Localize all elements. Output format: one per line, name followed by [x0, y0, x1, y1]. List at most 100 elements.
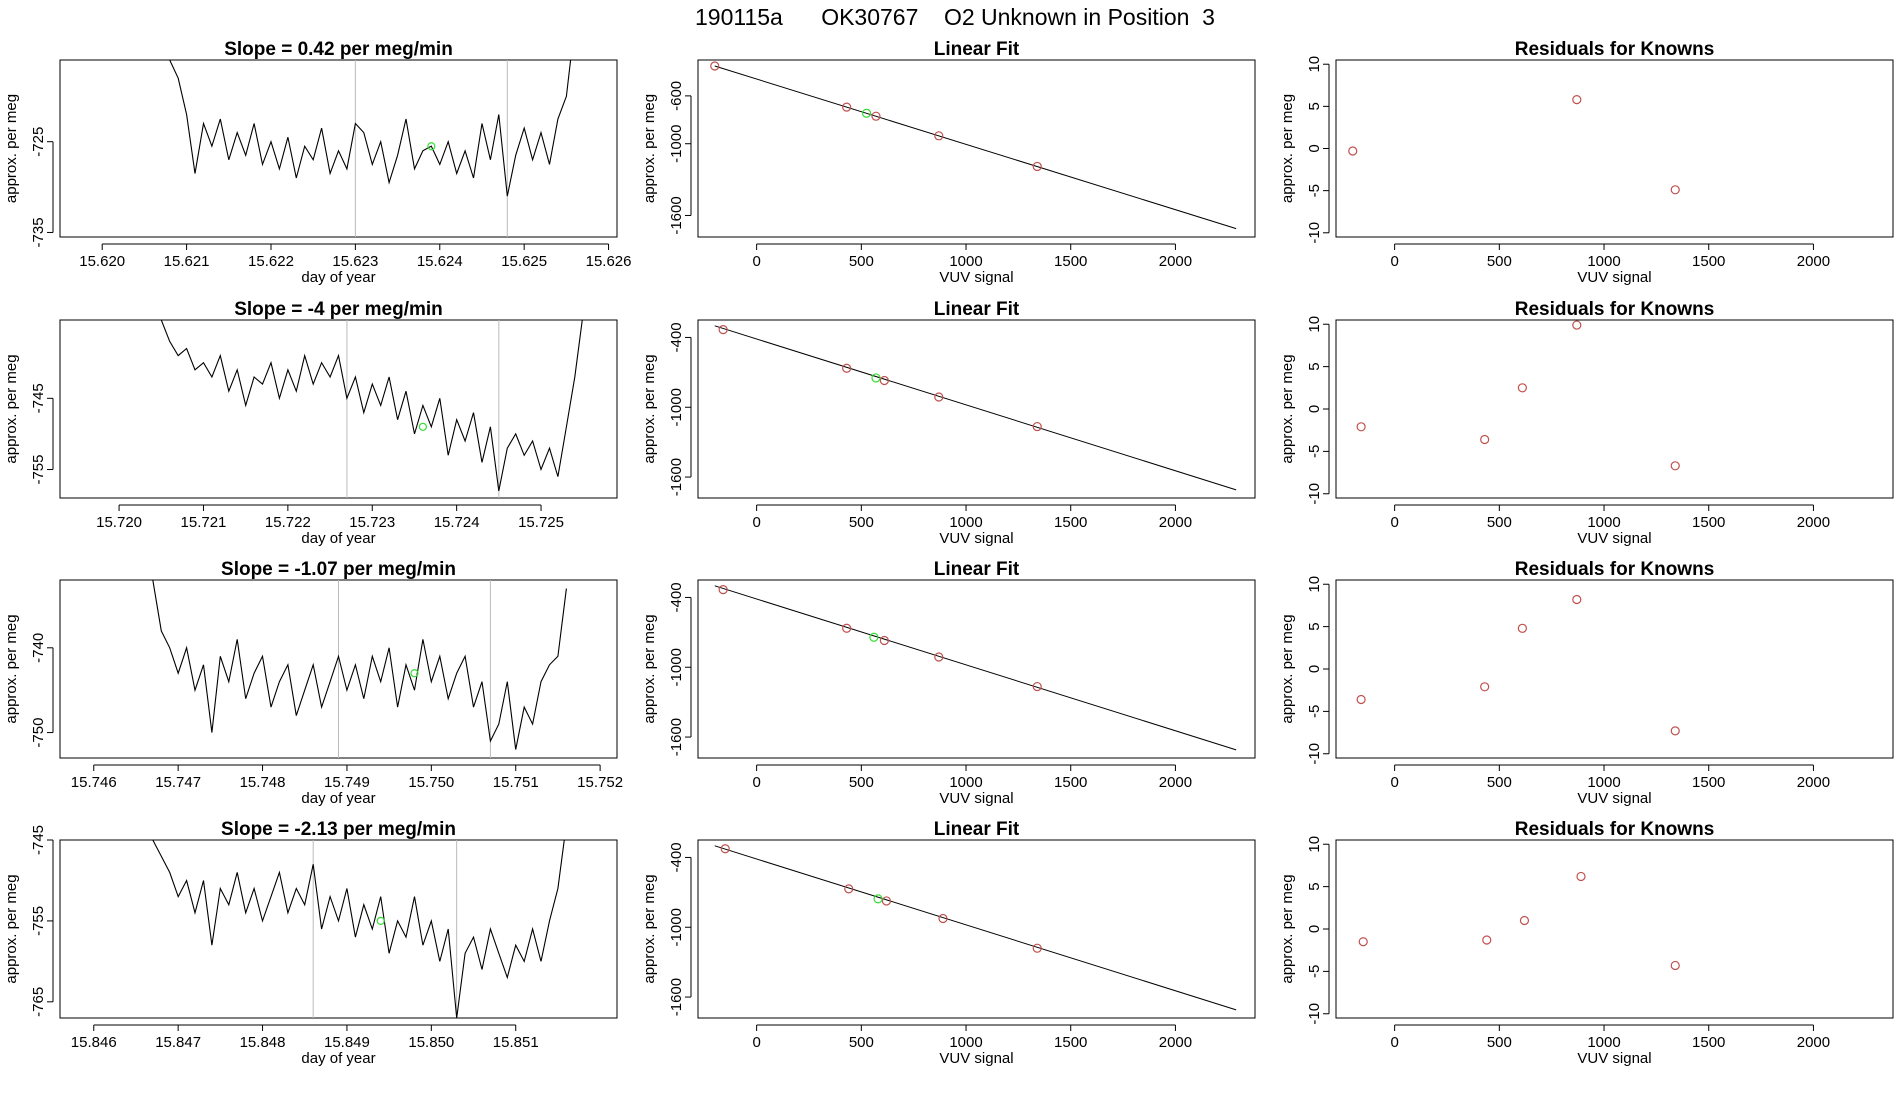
- known-point: [842, 623, 852, 633]
- x-tick-label: 0: [1390, 774, 1398, 791]
- panel-title: Slope = -2.13 per meg/min: [221, 819, 456, 840]
- panel-timeseries-row2: Slope = -4 per meg/min 15.720 15.721 15.722…: [3, 299, 618, 547]
- x-tick-label: 0: [752, 253, 760, 270]
- y-tick-label: -5: [1306, 184, 1323, 197]
- panel-title: Residuals for Knowns: [1515, 39, 1715, 60]
- x-axis-label: day of year: [301, 790, 375, 807]
- x-axis-label: VUV signal: [1577, 269, 1651, 286]
- panel-title: Linear Fit: [934, 299, 1020, 320]
- panel-title: Linear Fit: [934, 819, 1020, 840]
- x-tick-label: 15.621: [164, 253, 210, 270]
- x-tick-label: 500: [849, 253, 874, 270]
- known-point: [842, 102, 852, 112]
- x-tick-label: 15.752: [577, 774, 623, 791]
- plot-area: [152, 580, 567, 758]
- plot-frame: [1335, 319, 1894, 499]
- y-tick-label: 0: [1306, 925, 1323, 933]
- x-tick-label: 2000: [1797, 1034, 1830, 1051]
- x-tick-label: 0: [1390, 514, 1398, 531]
- unknown-point: [427, 142, 436, 151]
- x-tick-label: 15.622: [248, 253, 294, 270]
- panel-title: Linear Fit: [934, 39, 1020, 60]
- panel-fit-row3: Linear Fit 0 500 1000 1500 2000 VUV signal -400…: [641, 559, 1256, 807]
- x-axis-label: VUV signal: [939, 530, 1013, 547]
- x-tick-label: 1000: [949, 774, 982, 791]
- x-tick-label: 2000: [1159, 774, 1192, 791]
- residual-point: [1670, 726, 1680, 736]
- known-point: [1032, 421, 1042, 432]
- y-axis-label: approx. per meg: [1279, 614, 1296, 723]
- x-tick-label: 15.750: [408, 774, 454, 791]
- y-tick-label: 10: [1306, 576, 1323, 593]
- y-tick-label: 10: [1306, 56, 1323, 73]
- x-tick-label: 2000: [1797, 253, 1830, 270]
- panel-fit-row1: Linear Fit 0 500 1000 1500 2000 VUV signal -600…: [641, 39, 1256, 286]
- x-tick-label: 15.723: [349, 514, 395, 531]
- known-point: [844, 884, 854, 894]
- y-tick-label: -1600: [668, 718, 685, 756]
- x-tick-label: 15.746: [71, 774, 117, 791]
- y-axis-label: approx. per meg: [3, 874, 20, 983]
- y-axis-label: approx. per meg: [1279, 94, 1296, 203]
- plot-frame: [1335, 579, 1894, 759]
- x-axis-label: VUV signal: [1577, 790, 1651, 807]
- residual-point: [1482, 935, 1492, 945]
- plot-area: [1356, 320, 1680, 471]
- x-tick-label: 500: [849, 514, 874, 531]
- residual-point: [1572, 95, 1582, 105]
- x-axis-label: day of year: [301, 1050, 375, 1067]
- unknown-point: [418, 422, 427, 431]
- known-point: [871, 111, 881, 121]
- x-tick-label: 500: [1487, 253, 1512, 270]
- x-tick-label: 1500: [1692, 253, 1725, 270]
- plot-frame: [1335, 839, 1894, 1019]
- y-tick-label: -1000: [668, 388, 685, 426]
- y-tick-label: 0: [1306, 665, 1323, 673]
- x-tick-label: 1000: [949, 1034, 982, 1051]
- y-tick-label: -10: [1306, 743, 1323, 765]
- panel-title: Linear Fit: [934, 559, 1020, 580]
- residual-point: [1358, 937, 1368, 947]
- residual-point: [1572, 594, 1582, 605]
- x-tick-label: 15.847: [155, 1034, 201, 1051]
- x-tick-label: 1500: [1692, 514, 1725, 531]
- known-point: [934, 652, 944, 662]
- x-tick-label: 15.851: [493, 1034, 539, 1051]
- x-tick-label: 15.623: [332, 253, 378, 270]
- y-tick-label: -745: [30, 383, 47, 413]
- x-tick-label: 0: [752, 514, 760, 531]
- plot-area: [1348, 95, 1680, 195]
- y-tick-label: -745: [30, 825, 47, 855]
- panel-timeseries-row4: Slope = -2.13 per meg/min 15.846 15.847 15.…: [3, 819, 618, 1067]
- y-axis-label: approx. per meg: [1279, 874, 1296, 983]
- x-tick-label: 0: [752, 1034, 760, 1051]
- y-tick-label: -400: [668, 322, 685, 352]
- x-tick-label: 15.748: [240, 774, 286, 791]
- known-point: [879, 635, 889, 646]
- y-axis-label: approx. per meg: [1279, 354, 1296, 463]
- plot-area: [160, 320, 583, 498]
- panel-title: Residuals for Knowns: [1515, 559, 1715, 580]
- panel-residuals-row1: Residuals for Knowns 0 500 1000 1500 2000 VUV …: [1279, 39, 1894, 286]
- residual-point: [1576, 871, 1586, 882]
- x-tick-label: 15.620: [79, 253, 125, 270]
- unknown-point: [869, 632, 879, 642]
- x-tick-label: 1500: [1054, 1034, 1087, 1051]
- plot-area: [1356, 594, 1680, 736]
- panel-timeseries-row3: Slope = -1.07 per meg/min 15.746 15.747 15.…: [3, 559, 623, 807]
- plot-area: [710, 61, 1237, 230]
- x-axis-label: day of year: [301, 269, 375, 286]
- y-tick-label: -1000: [668, 648, 685, 686]
- plot-frame: [59, 839, 618, 1019]
- plot-frame: [697, 839, 1256, 1019]
- x-tick-label: 15.749: [324, 774, 370, 791]
- plot-frame: [59, 59, 618, 238]
- y-tick-label: 5: [1306, 882, 1323, 890]
- y-axis-label: approx. per meg: [3, 94, 20, 203]
- y-tick-label: -1600: [668, 196, 685, 234]
- x-tick-label: 15.721: [181, 514, 227, 531]
- panel-fit-row2: Linear Fit 0 500 1000 1500 2000 VUV signal -400…: [641, 299, 1256, 547]
- residual-point: [1356, 422, 1366, 432]
- known-point: [879, 375, 889, 386]
- panel-title: Residuals for Knowns: [1515, 299, 1715, 320]
